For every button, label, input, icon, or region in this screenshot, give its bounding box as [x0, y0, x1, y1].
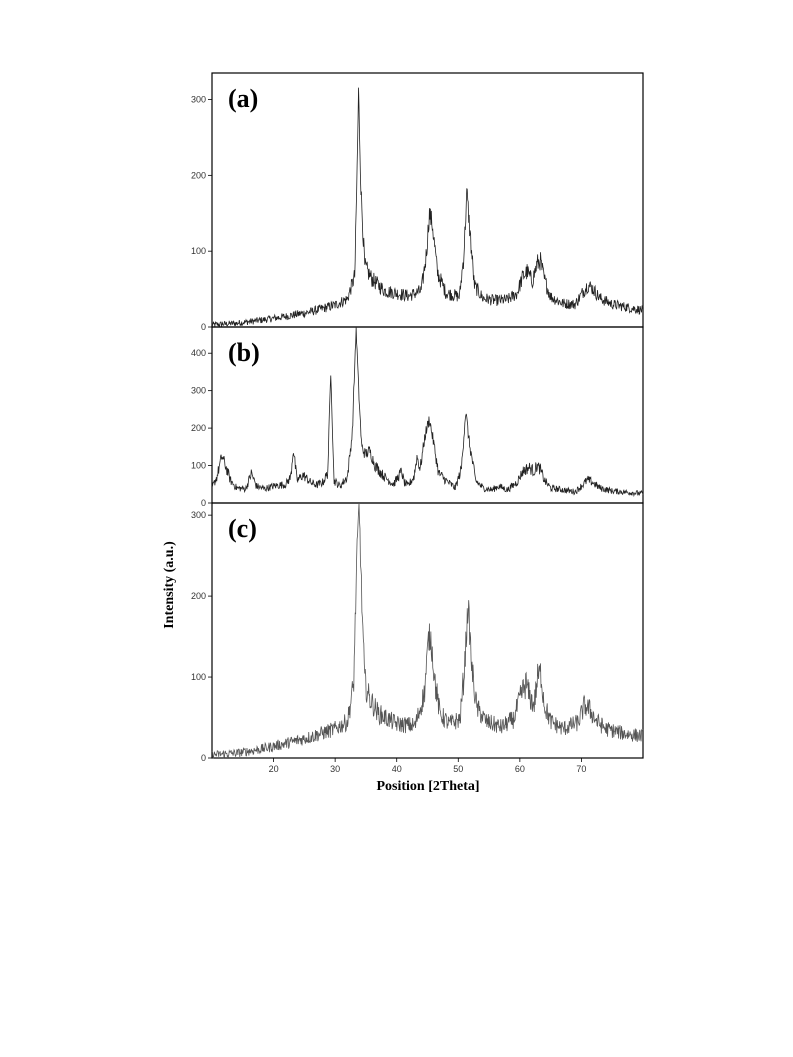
xrd-trace-1 [211, 87, 644, 327]
y-tick-label: 100 [191, 672, 206, 682]
y-axis-title: Intensity (a.u.) [162, 541, 177, 629]
y-tick-label: 0 [201, 753, 206, 763]
y-tick-label: 300 [191, 510, 206, 520]
panel-label: (a) [228, 84, 258, 113]
y-tick-label: 100 [191, 461, 206, 471]
panel-label: (b) [228, 338, 260, 367]
y-tick-label: 100 [191, 246, 206, 256]
panel-label: (c) [228, 514, 257, 543]
chart-panel-1: 0 100 200 300 (a) [191, 72, 644, 332]
x-tick-label: 20 [269, 764, 279, 774]
plot-frame [211, 502, 644, 759]
plot-frame [211, 326, 644, 504]
x-tick-label: 50 [453, 764, 463, 774]
chart-panel-3: 0 100 200 300 20 30 40 50 60 70 (c) [191, 502, 644, 774]
y-tick-label: 0 [201, 498, 206, 508]
y-tick-label: 200 [191, 170, 206, 180]
y-tick-label: 200 [191, 591, 206, 601]
x-tick-label: 30 [330, 764, 340, 774]
chart-panel-2: 0 100 200 300 400 (b) [191, 326, 644, 508]
y-tick-label: 0 [201, 322, 206, 332]
x-axis-title: Position [2Theta] [376, 779, 479, 794]
y-tick-label: 200 [191, 423, 206, 433]
x-tick-label: 60 [515, 764, 525, 774]
xrd-trace-2 [211, 326, 644, 498]
panels-group: 0 100 200 300 (a) 0 100 200 300 400 (b) 0 100 200 300 2… [191, 72, 644, 774]
y-tick-label: 300 [191, 95, 206, 105]
x-tick-label: 70 [576, 764, 586, 774]
y-tick-label: 300 [191, 386, 206, 396]
y-tick-label: 400 [191, 348, 206, 358]
xrd-trace-3 [211, 502, 644, 759]
x-tick-label: 40 [392, 764, 402, 774]
plot-frame [211, 72, 644, 328]
